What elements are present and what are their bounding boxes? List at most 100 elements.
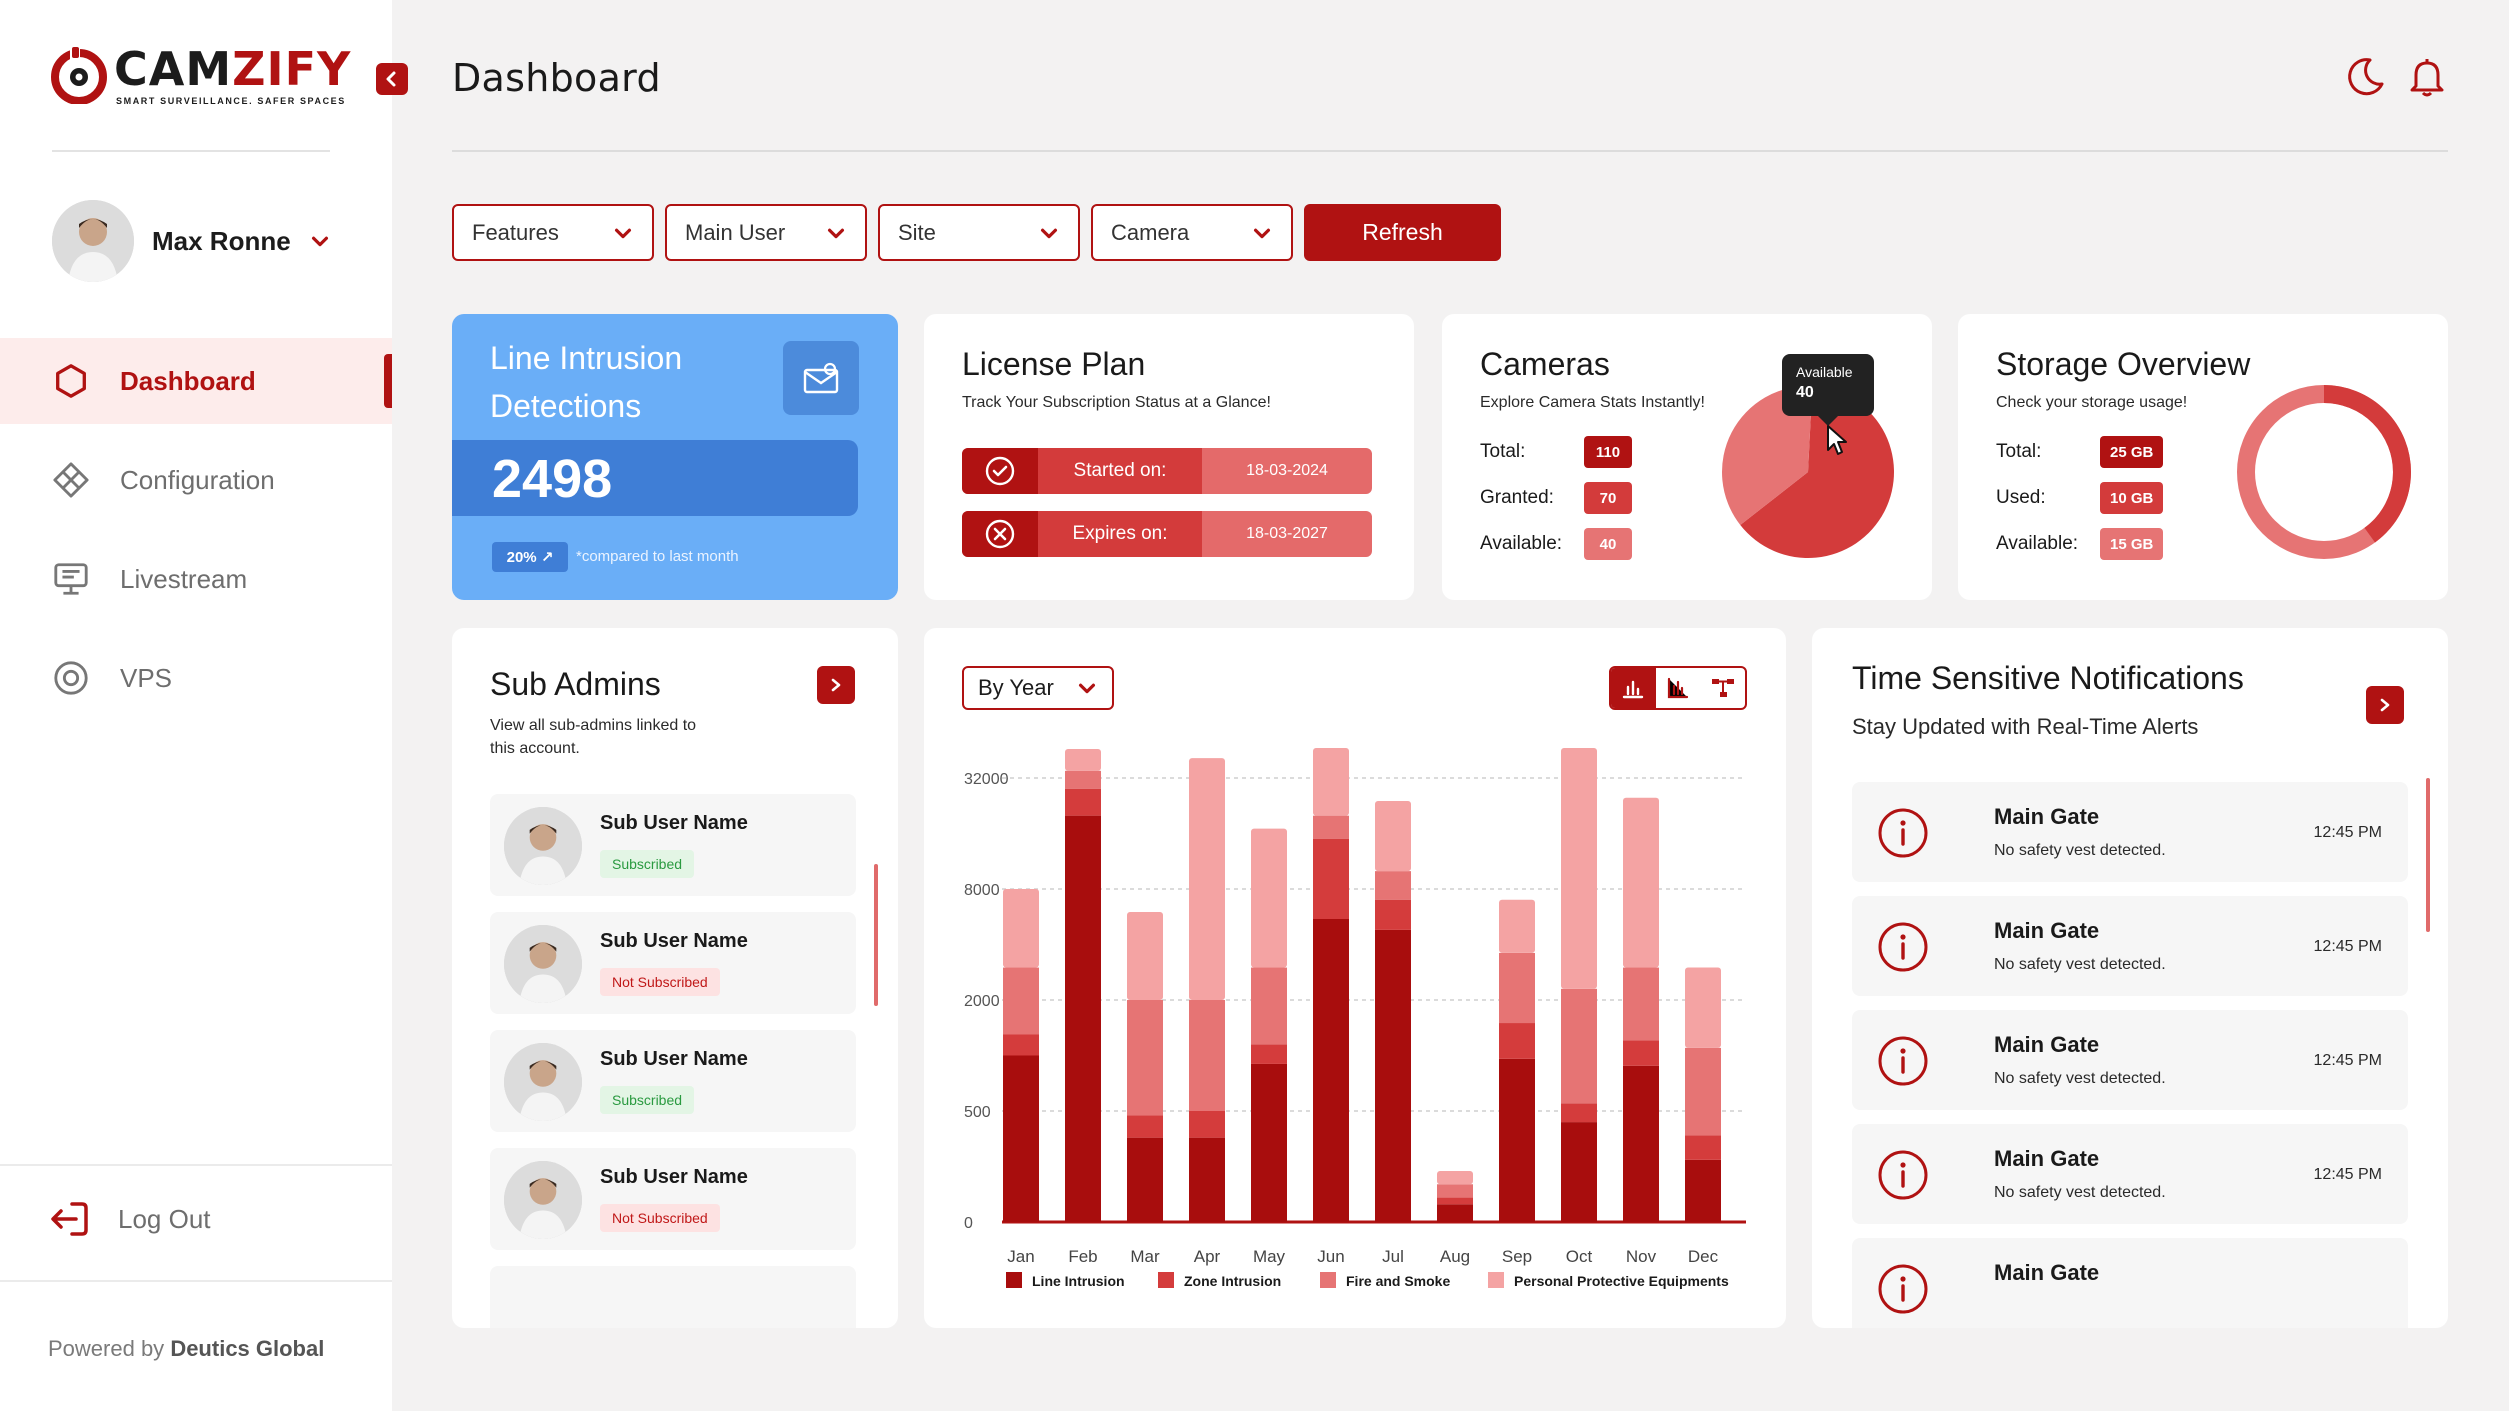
bar-segment-fire-and-smoke[interactable]: [1375, 871, 1411, 900]
grouped-bar-view-button[interactable]: [1656, 668, 1701, 708]
storage-stat-used: Used: 10 GB: [1996, 482, 2164, 514]
bar-segment-zone-intrusion[interactable]: [1499, 1023, 1535, 1059]
bar-segment-personal-protective-equipments[interactable]: [1437, 1170, 1473, 1185]
bar-segment-line-intrusion[interactable]: [1065, 815, 1101, 1222]
bar-segment-fire-and-smoke[interactable]: [1313, 815, 1349, 839]
brand-name: CAMZIFY: [114, 42, 352, 96]
bar-segment-fire-and-smoke[interactable]: [1685, 1047, 1721, 1136]
bar-segment-personal-protective-equipments[interactable]: [1685, 967, 1721, 1048]
collapse-sidebar-button[interactable]: [376, 63, 408, 95]
bar-segment-personal-protective-equipments[interactable]: [1561, 748, 1597, 989]
notification-item[interactable]: Main Gate No safety vest detected. 12:45 P…: [1852, 1124, 2408, 1224]
sidebar-item-vps[interactable]: VPS: [0, 635, 392, 721]
bar-segment-zone-intrusion[interactable]: [1189, 1111, 1225, 1138]
bar-segment-zone-intrusion[interactable]: [1561, 1103, 1597, 1123]
notification-item[interactable]: Main Gate No safety vest detected. 12:45 P…: [1852, 896, 2408, 996]
bar-segment-zone-intrusion[interactable]: [1313, 838, 1349, 920]
brand-logo[interactable]: CAMZIFY SMART SURVEILLANCE. SAFER SPACES: [50, 46, 351, 106]
camera-dropdown[interactable]: Camera: [1091, 204, 1293, 261]
avatar: [504, 807, 582, 885]
bar-segment-fire-and-smoke[interactable]: [1623, 967, 1659, 1041]
main-user-dropdown[interactable]: Main User: [665, 204, 867, 261]
user-profile-menu[interactable]: Max Ronne: [52, 200, 331, 282]
bar-segment-line-intrusion[interactable]: [1251, 1063, 1287, 1222]
expiry-date: 18-03-2027: [1246, 525, 1328, 542]
period-dropdown[interactable]: By Year: [962, 666, 1114, 710]
sidebar-item-configuration[interactable]: Configuration: [0, 437, 392, 523]
bar-segment-zone-intrusion[interactable]: [1437, 1197, 1473, 1205]
bar-segment-fire-and-smoke[interactable]: [1003, 967, 1039, 1035]
chevron-down-icon[interactable]: [309, 230, 331, 252]
bar-segment-zone-intrusion[interactable]: [1685, 1135, 1721, 1160]
refresh-button[interactable]: Refresh: [1304, 204, 1501, 261]
bar-segment-zone-intrusion[interactable]: [1623, 1040, 1659, 1066]
legend-item[interactable]: Personal Protective Equipments: [1488, 1272, 1729, 1289]
bar-segment-personal-protective-equipments[interactable]: [1251, 828, 1287, 968]
list-item[interactable]: Sub User Name Subscribed: [490, 1030, 856, 1132]
legend-item[interactable]: Zone Intrusion: [1158, 1272, 1281, 1289]
bar-segment-line-intrusion[interactable]: [1623, 1065, 1659, 1222]
bell-icon[interactable]: [2404, 54, 2450, 100]
bar-segment-personal-protective-equipments[interactable]: [1313, 748, 1349, 816]
stacked-bar-view-button[interactable]: [1611, 668, 1656, 708]
legend-swatch: [1320, 1272, 1336, 1288]
camera-pie-chart[interactable]: [1720, 384, 1896, 560]
notifications-more-button[interactable]: [2366, 686, 2404, 724]
bar-segment-personal-protective-equipments[interactable]: [1189, 758, 1225, 1000]
bar-segment-zone-intrusion[interactable]: [1251, 1044, 1287, 1064]
bar-segment-zone-intrusion[interactable]: [1127, 1115, 1163, 1138]
legend-item[interactable]: Line Intrusion: [1006, 1272, 1125, 1289]
logout-label: Log Out: [118, 1203, 211, 1234]
bar-segment-fire-and-smoke[interactable]: [1065, 770, 1101, 789]
bar-segment-line-intrusion[interactable]: [1127, 1137, 1163, 1222]
bar-segment-zone-intrusion[interactable]: [1003, 1034, 1039, 1056]
legend-item[interactable]: Fire and Smoke: [1320, 1272, 1450, 1289]
moon-icon[interactable]: [2342, 54, 2388, 100]
list-item[interactable]: Sub User Name Not Subscribed: [490, 1148, 856, 1250]
site-dropdown[interactable]: Site: [878, 204, 1080, 261]
storage-donut-chart[interactable]: [2236, 384, 2412, 560]
tree-view-button[interactable]: [1700, 668, 1745, 708]
bar-segment-fire-and-smoke[interactable]: [1499, 952, 1535, 1024]
sidebar-item-dashboard[interactable]: Dashboard: [0, 338, 392, 424]
notification-item[interactable]: Main Gate: [1852, 1238, 2408, 1328]
bar-segment-fire-and-smoke[interactable]: [1561, 988, 1597, 1104]
bar-segment-zone-intrusion[interactable]: [1065, 788, 1101, 816]
bar-segment-personal-protective-equipments[interactable]: [1127, 912, 1163, 1000]
features-dropdown[interactable]: Features: [452, 204, 654, 261]
bar-segment-personal-protective-equipments[interactable]: [1499, 899, 1535, 953]
list-item[interactable]: Sub User Name Subscribed: [490, 794, 856, 896]
scrollbar[interactable]: [874, 864, 878, 1006]
notification-item[interactable]: Main Gate No safety vest detected. 12:45 P…: [1852, 782, 2408, 882]
bar-segment-line-intrusion[interactable]: [1003, 1055, 1039, 1223]
list-item[interactable]: Sub User Name Not Subscribed: [490, 912, 856, 1014]
storage-stat-total: Total: 25 GB: [1996, 436, 2164, 468]
intrusion-icon-button[interactable]: [783, 341, 859, 415]
scrollbar[interactable]: [2426, 778, 2430, 932]
donut-segment-used[interactable]: [2237, 385, 2411, 559]
bar-segment-fire-and-smoke[interactable]: [1189, 1000, 1225, 1111]
bar-segment-personal-protective-equipments[interactable]: [1623, 797, 1659, 968]
bar-segment-personal-protective-equipments[interactable]: [1065, 748, 1101, 771]
bar-segment-personal-protective-equipments[interactable]: [1375, 801, 1411, 872]
pie-slice-granted[interactable]: [1740, 386, 1894, 558]
bar-segment-line-intrusion[interactable]: [1313, 919, 1349, 1222]
bar-segment-fire-and-smoke[interactable]: [1127, 1000, 1163, 1116]
bar-segment-line-intrusion[interactable]: [1375, 929, 1411, 1222]
logout-button[interactable]: Log Out: [46, 1196, 211, 1242]
card-title: Storage Overview: [1996, 346, 2251, 382]
pie-slice-available[interactable]: [1722, 386, 1813, 525]
list-item[interactable]: [490, 1266, 856, 1328]
bar-segment-line-intrusion[interactable]: [1561, 1122, 1597, 1222]
bar-segment-fire-and-smoke[interactable]: [1251, 967, 1287, 1045]
notification-item[interactable]: Main Gate No safety vest detected. 12:45 P…: [1852, 1010, 2408, 1110]
bar-segment-line-intrusion[interactable]: [1685, 1159, 1721, 1222]
bar-segment-personal-protective-equipments[interactable]: [1003, 889, 1039, 968]
bar-segment-line-intrusion[interactable]: [1189, 1137, 1225, 1222]
sub-admins-more-button[interactable]: [817, 666, 855, 704]
sidebar-item-livestream[interactable]: Livestream: [0, 536, 392, 622]
bar-segment-zone-intrusion[interactable]: [1375, 899, 1411, 930]
bar-segment-line-intrusion[interactable]: [1499, 1058, 1535, 1222]
bar-segment-fire-and-smoke[interactable]: [1437, 1184, 1473, 1198]
bar-segment-line-intrusion[interactable]: [1437, 1204, 1473, 1222]
